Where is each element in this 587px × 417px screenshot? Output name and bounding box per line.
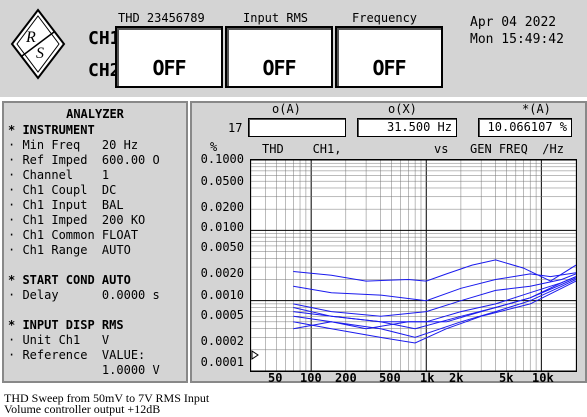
- rms-meter-label: Input RMS: [243, 11, 309, 25]
- cursor-index: 17: [228, 121, 243, 135]
- thd-meter-value: OFF: [152, 56, 186, 80]
- rms-meter-display[interactable]: OFF: [225, 26, 333, 88]
- cursor-a-header: o(A): [272, 102, 301, 116]
- x-tick-label: 1k: [420, 371, 435, 385]
- analyzer-menu-line[interactable]: · Ch1 Coupl DC: [8, 183, 117, 197]
- thd-series-line: [293, 276, 577, 330]
- analyzer-menu-line[interactable]: · Channel 1: [8, 168, 110, 182]
- caption-line-1: THD Sweep from 50mV to 7V RMS Input: [4, 391, 210, 405]
- y-tick-label: 0.0001: [200, 355, 244, 369]
- thd-series-line: [293, 277, 577, 330]
- x-tick-label: 200: [335, 371, 357, 385]
- cursor-marker[interactable]: [251, 350, 259, 360]
- analyzer-title: ANALYZER: [66, 107, 124, 121]
- thd-series-line: [293, 259, 577, 282]
- x-tick-label: 100: [300, 371, 322, 385]
- caption: THD Sweep from 50mV to 7V RMS Input Volu…: [4, 391, 210, 416]
- y-tick-label: 0.1000: [200, 152, 244, 166]
- analyzer-menu-line[interactable]: · Min Freq 20 Hz: [8, 138, 139, 152]
- freq-meter-label: Frequency: [352, 11, 418, 25]
- cursor-star-readout[interactable]: 10.066107 %: [478, 118, 572, 137]
- date-text: Apr 04 2022: [470, 15, 557, 30]
- analyzer-menu-line[interactable]: · Ref Imped 600.00 O: [8, 153, 160, 167]
- cursor-x-header: o(X): [388, 102, 417, 116]
- analyzer-menu-line[interactable]: * INPUT DISP RMS: [8, 318, 124, 332]
- analyzer-menu-line[interactable]: · Reference VALUE:: [8, 348, 146, 362]
- analyzer-menu-line[interactable]: * START COND AUTO: [8, 273, 131, 287]
- y-unit-label: %: [210, 140, 218, 154]
- analyzer-menu-line[interactable]: * INSTRUMENT: [8, 123, 95, 137]
- rs-logo: R S: [8, 6, 114, 86]
- y-tick-label: 0.0005: [200, 308, 244, 322]
- thd-plot-svg: [250, 159, 577, 372]
- ch2-label: CH2: [88, 60, 121, 81]
- analyzer-menu-line[interactable]: · Ch1 Range AUTO: [8, 243, 131, 257]
- analyzer-menu-line[interactable]: · Ch1 Input BAL: [8, 198, 124, 212]
- svg-text:R: R: [25, 29, 36, 46]
- cursor-x-readout[interactable]: 31.500 Hz: [357, 118, 457, 137]
- freq-meter-value: OFF: [372, 56, 406, 80]
- x-tick-label: 500: [379, 371, 401, 385]
- thd-series-line: [293, 279, 577, 338]
- y-tick-label: 0.0020: [200, 266, 244, 280]
- y-axis-title: THD CH1,: [262, 142, 342, 156]
- thd-meter-label: THD 23456789: [118, 11, 205, 25]
- analyzer-menu-line[interactable]: · Ch1 Common FLOAT: [8, 228, 139, 242]
- thd-series-line: [293, 272, 577, 302]
- thd-series-line: [293, 280, 577, 344]
- rms-meter-value: OFF: [262, 56, 296, 80]
- x-tick-label: 10k: [532, 371, 554, 385]
- x-tick-label: 2k: [449, 371, 464, 385]
- x-axis-title: GEN FREQ /Hz: [470, 142, 564, 156]
- time-text: Mon 15:49:42: [470, 32, 564, 47]
- analyzer-menu-line[interactable]: · Delay 0.0000 s: [8, 288, 160, 302]
- x-tick-label: 50: [268, 371, 283, 385]
- analyzer-panel: ANALYZER * INSTRUMENT · Min Freq 20 Hz · R…: [2, 101, 188, 383]
- vs-label: vs: [434, 142, 449, 156]
- freq-meter-display[interactable]: OFF: [335, 26, 443, 88]
- svg-text:S: S: [36, 45, 44, 62]
- thd-plot-area[interactable]: [250, 159, 577, 372]
- analyzer-menu-line[interactable]: · Ch1 Imped 200 KO: [8, 213, 146, 227]
- cursor-star-header: *(A): [522, 102, 551, 116]
- header-bar: R S CH1 CH2 THD 23456789 OFF Input RMS O…: [0, 0, 587, 97]
- cursor-a-readout[interactable]: [248, 118, 346, 137]
- y-tick-label: 0.0050: [200, 240, 244, 254]
- y-tick-label: 0.0500: [200, 174, 244, 188]
- thd-meter-display[interactable]: OFF: [115, 26, 223, 88]
- caption-line-2: Volume controller output +12dB: [4, 402, 161, 416]
- ch1-label: CH1: [88, 28, 121, 49]
- thd-series-line: [293, 273, 577, 317]
- y-tick-label: 0.0002: [200, 334, 244, 348]
- analyzer-menu-line[interactable]: · Unit Ch1 V: [8, 333, 110, 347]
- x-tick-label: 5k: [499, 371, 514, 385]
- y-tick-label: 0.0100: [200, 220, 244, 234]
- y-tick-label: 0.0200: [200, 200, 244, 214]
- y-tick-label: 0.0010: [200, 288, 244, 302]
- analyzer-menu-line[interactable]: 1.0000 V: [8, 363, 160, 377]
